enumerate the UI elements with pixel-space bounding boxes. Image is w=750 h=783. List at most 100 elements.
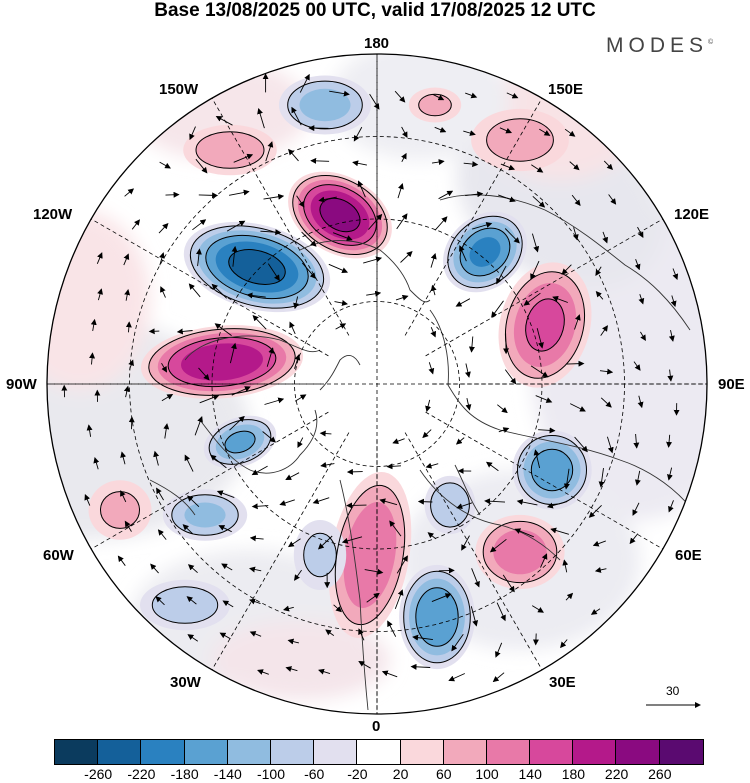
anomaly-level-shape (531, 449, 573, 491)
wind-vector (434, 126, 447, 133)
wind-vector (157, 529, 167, 540)
wind-vector (531, 605, 544, 613)
wind-vector (262, 431, 277, 443)
wind-vector (335, 323, 347, 330)
wind-vector (422, 429, 432, 439)
wind-vector (465, 92, 478, 99)
colorbar-tick-label: 140 (518, 766, 542, 782)
wind-vector (229, 189, 250, 196)
wind-vector (572, 227, 579, 241)
contour-line (486, 118, 554, 162)
wind-vector (634, 259, 641, 271)
coastline (184, 335, 321, 361)
wind-vector (504, 228, 520, 244)
wind-vector (472, 222, 493, 230)
meridian-line (425, 218, 663, 357)
lon-label-60e: 60E (675, 547, 702, 564)
wind-vector (160, 286, 166, 298)
wind-vector (161, 362, 168, 373)
wind-vector (221, 563, 233, 571)
wind-vector (606, 436, 614, 454)
wind-vector (432, 93, 445, 101)
coastline (339, 479, 369, 711)
wind-vector (264, 397, 285, 405)
wind-vector (215, 116, 233, 126)
meridian-line (404, 432, 543, 670)
wind-vector (159, 252, 165, 266)
contour-lines (100, 80, 587, 664)
wind-vector (366, 290, 382, 297)
wind-vector (396, 213, 408, 230)
wind-vector (358, 628, 365, 641)
coastline (429, 309, 701, 521)
wind-vector (249, 566, 262, 573)
colorbar-swatch (530, 740, 574, 764)
wind-vector (600, 397, 612, 408)
meridian-line (211, 98, 350, 336)
wind-vector (246, 292, 266, 299)
wind-vector (667, 369, 674, 382)
wind-vector (288, 148, 299, 162)
wind-vector (523, 292, 541, 306)
wind-vector (670, 295, 677, 308)
wind-vector (369, 93, 380, 110)
anomaly-level-shape (343, 502, 397, 608)
wind-vector (438, 190, 454, 200)
wind-vector (425, 462, 439, 469)
anomaly-level-shape (152, 586, 218, 624)
background-field-patch (210, 620, 390, 700)
wind-vector (668, 330, 675, 342)
lon-label-150e: 150E (548, 81, 584, 98)
anomaly-level-shape (319, 198, 361, 232)
colorbar-tick-label: -100 (256, 766, 286, 782)
colorbar-tick-label: 20 (392, 766, 409, 782)
wind-vector (368, 213, 383, 230)
wind-vector (495, 642, 503, 658)
wind-vector (530, 260, 540, 280)
wind-vector (198, 367, 210, 381)
wind-vector (506, 92, 519, 99)
wind-vector (86, 424, 93, 437)
modes-logo: MODES© (606, 34, 713, 58)
background-field-patch (47, 210, 150, 390)
wind-vector (394, 90, 406, 103)
anomaly-level-shape (415, 587, 459, 647)
wind-vector (430, 284, 437, 296)
wind-vector (198, 192, 219, 199)
contour-line (303, 532, 337, 578)
wind-vector (392, 438, 405, 444)
wind-vector (285, 472, 300, 480)
wind-vector (97, 288, 103, 301)
wind-vector (353, 126, 363, 142)
coastline (454, 464, 481, 516)
wind-vector (430, 252, 437, 268)
wind-vector (93, 457, 100, 470)
wind-vector (569, 403, 586, 412)
wind-vector (297, 437, 304, 448)
contour-line (228, 249, 286, 285)
wind-vector (465, 191, 484, 198)
colorbar-tick-label: 260 (648, 766, 672, 782)
wind-vector (602, 231, 608, 244)
colorbar-tick-label: 220 (604, 766, 629, 782)
wind-vector (249, 631, 262, 637)
wind-vectors (61, 73, 680, 683)
wind-vector (89, 352, 96, 365)
wind-vector (249, 598, 261, 605)
coastline (439, 194, 691, 331)
wind-vector (564, 128, 576, 137)
lon-label-90e: 90E (718, 376, 745, 393)
wind-vector (293, 296, 300, 310)
wind-vector (550, 527, 570, 535)
coastline (319, 354, 361, 391)
wind-vector (431, 159, 445, 166)
wind-vector (431, 593, 452, 603)
colorbar-tick-label: -260 (84, 766, 113, 782)
contour-line (151, 586, 219, 624)
wind-vector (329, 90, 350, 97)
wind-vector (394, 589, 404, 610)
wind-vector (229, 342, 237, 364)
wind-vector (363, 256, 383, 264)
lon-label-150w: 150W (159, 81, 199, 98)
wind-vector (498, 427, 510, 433)
